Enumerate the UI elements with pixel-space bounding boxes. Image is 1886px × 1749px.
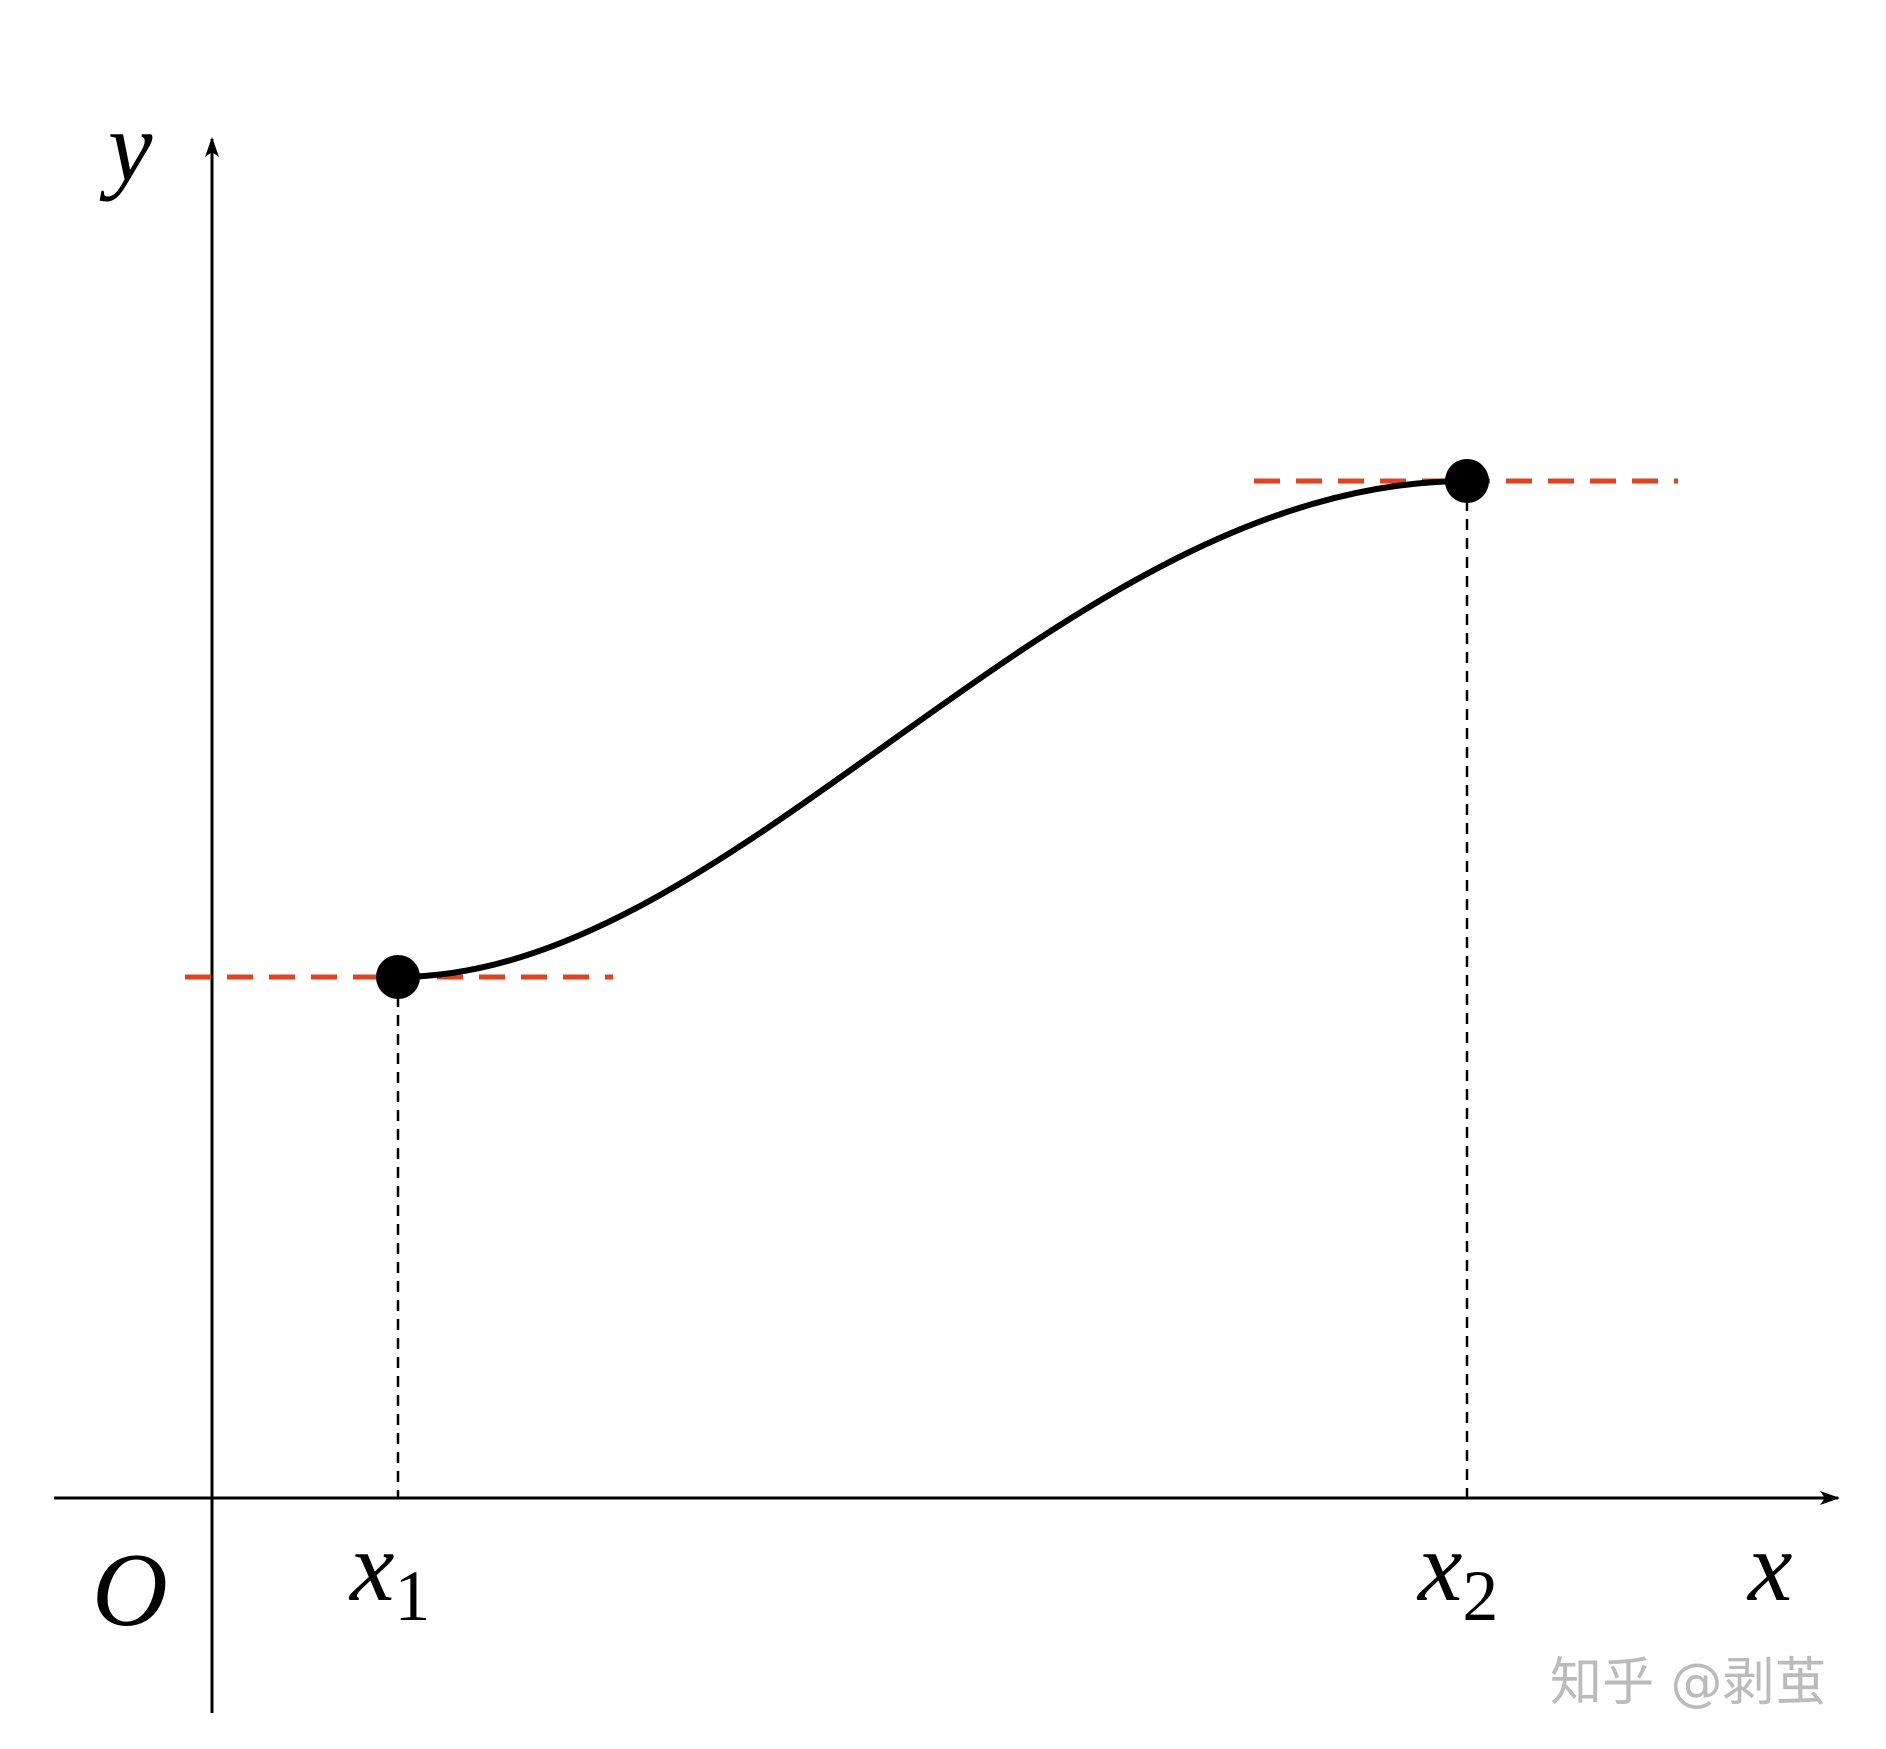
point-1-label: x1	[348, 1511, 430, 1636]
point-2-label: x2	[1416, 1511, 1498, 1636]
curve	[397, 478, 1468, 980]
point-1	[376, 955, 420, 999]
point-2	[1445, 459, 1489, 503]
watermark: 知乎 @剥茧	[1550, 1653, 1827, 1713]
x-axis-label: x	[1746, 1511, 1792, 1622]
y-axis-label: y	[99, 91, 153, 202]
point-2-sub: 2	[1462, 1556, 1498, 1636]
origin-label: O	[92, 1531, 168, 1648]
point-1-base: x	[348, 1511, 394, 1622]
point-1-sub: 1	[394, 1556, 430, 1636]
point-2-base: x	[1416, 1511, 1462, 1622]
